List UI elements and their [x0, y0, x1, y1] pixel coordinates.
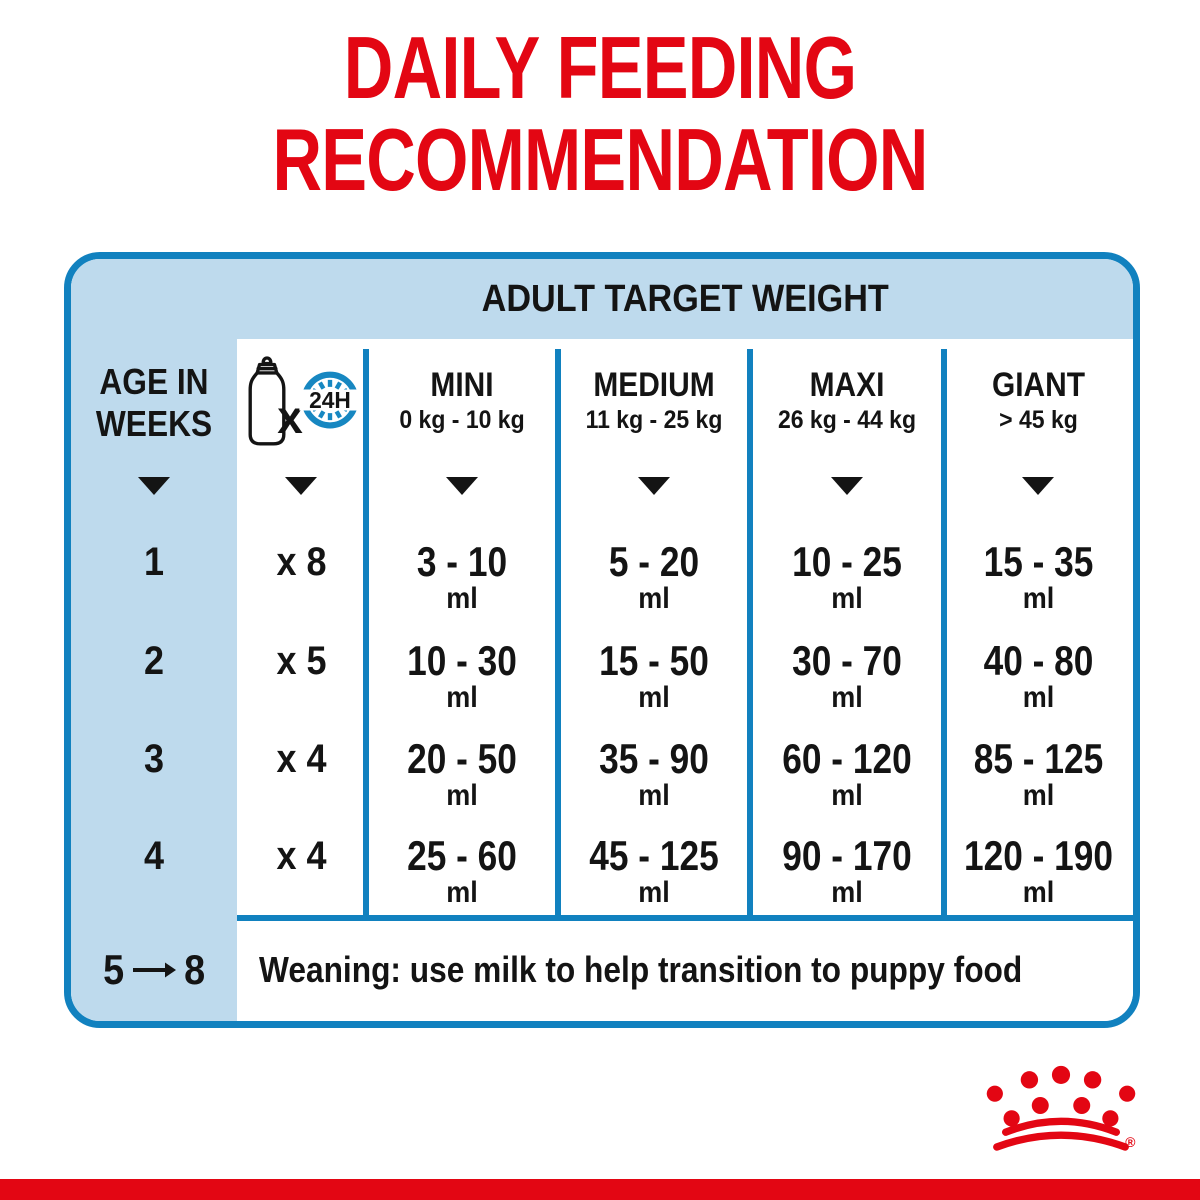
weaning-age-range: 5 8: [102, 946, 206, 993]
amount-giant-week-2: 40 - 80 ml: [983, 637, 1094, 714]
bottom-brand-bar: [0, 1179, 1200, 1200]
amount-maxi-week-3: 60 - 120 ml: [782, 735, 912, 812]
clock-24h-label: 24H: [309, 387, 351, 413]
feeds-per-day-week-4: x 4: [276, 834, 327, 878]
page-title-line1: DAILY FEEDING: [343, 18, 857, 117]
column-divider: [747, 349, 753, 915]
header-band: [71, 259, 1133, 339]
arrow-right-icon: [133, 962, 176, 978]
column-divider: [555, 349, 561, 915]
amount-mini-week-2: 10 - 30 ml: [407, 637, 517, 714]
feeding-table: ADULT TARGET WEIGHT AGE IN WEEKS x 24H M…: [64, 252, 1140, 1028]
amount-giant-week-4: 120 - 190 ml: [963, 832, 1114, 909]
amount-giant-week-1: 15 - 35 ml: [983, 538, 1094, 615]
feeds-per-day-week-2: x 5: [276, 639, 327, 683]
amount-maxi-week-1: 10 - 25 ml: [792, 538, 902, 615]
column-header-mini: MINI 0 kg - 10 kg: [399, 366, 525, 434]
amount-mini-week-1: 3 - 10 ml: [416, 538, 508, 615]
age-column-band: [71, 259, 237, 1021]
weaning-note: Weaning: use milk to help transition to …: [259, 949, 1023, 990]
column-header-medium: MEDIUM 11 kg - 25 kg: [585, 366, 723, 434]
amount-giant-week-3: 85 - 125 ml: [973, 735, 1104, 812]
feeds-per-day-week-3: x 4: [276, 737, 327, 781]
amount-medium-week-2: 15 - 50 ml: [599, 637, 709, 714]
page-title-line2: RECOMMENDATION: [272, 110, 928, 209]
table-body-background: [237, 339, 1133, 1021]
age-week-1: 1: [143, 540, 165, 584]
feeds-per-day-week-1: x 8: [276, 540, 327, 584]
age-week-3: 3: [143, 737, 165, 781]
amount-mini-week-3: 20 - 50 ml: [407, 735, 517, 812]
age-week-4: 4: [143, 834, 165, 878]
baby-bottle-icon: [248, 356, 286, 446]
column-divider: [363, 349, 369, 915]
column-divider: [941, 349, 947, 915]
triangle-down-icon: [285, 477, 317, 495]
registered-trademark-symbol: ®: [1125, 1134, 1135, 1150]
triangle-down-icon: [831, 477, 863, 495]
triangle-down-icon: [1022, 477, 1054, 495]
adult-target-weight-header: ADULT TARGET WEIGHT: [481, 277, 889, 320]
amount-medium-week-4: 45 - 125 ml: [589, 832, 719, 909]
amount-mini-week-4: 25 - 60 ml: [407, 832, 517, 909]
triangle-down-icon: [638, 477, 670, 495]
age-in-weeks-header: AGE IN WEEKS: [95, 361, 213, 444]
amount-medium-week-1: 5 - 20 ml: [608, 538, 700, 615]
amount-medium-week-3: 35 - 90 ml: [599, 735, 709, 812]
24h-clock-icon: 24H: [299, 371, 361, 429]
multiply-icon: x: [277, 391, 303, 443]
page-title: DAILY FEEDING RECOMMENDATION: [0, 22, 1200, 206]
amount-maxi-week-4: 90 - 170 ml: [782, 832, 912, 909]
royal-canin-crown-logo: ®: [986, 1065, 1135, 1151]
triangle-down-icon: [138, 477, 170, 495]
column-header-maxi: MAXI 26 kg - 44 kg: [777, 366, 917, 434]
weaning-row-divider: [237, 915, 1133, 921]
triangle-down-icon: [446, 477, 478, 495]
column-header-giant: GIANT > 45 kg: [991, 366, 1086, 434]
age-week-2: 2: [143, 639, 165, 683]
amount-maxi-week-2: 30 - 70 ml: [792, 637, 902, 714]
